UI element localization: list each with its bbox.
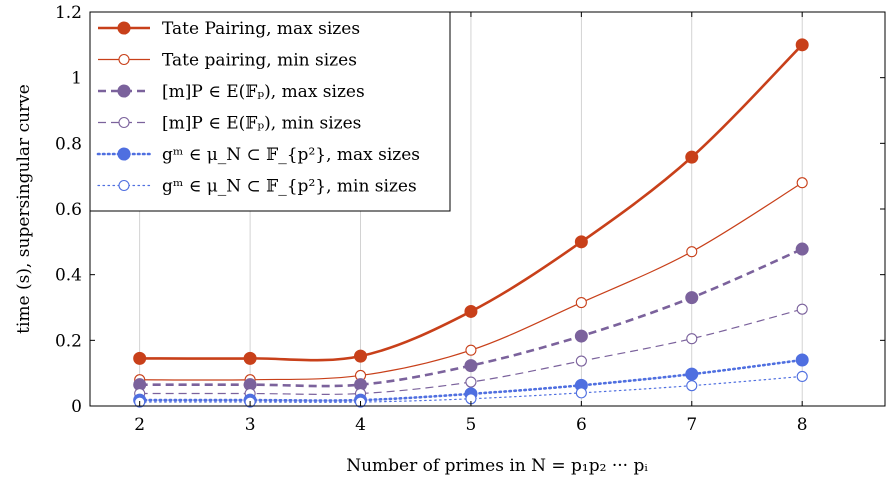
- data-point: [243, 351, 257, 365]
- legend-label: [m]P ∈ E(𝔽ₚ), max sizes: [162, 82, 365, 102]
- legend-marker: [117, 147, 131, 161]
- data-point: [464, 359, 478, 373]
- y-axis-label: time (s), supersingular curve: [14, 84, 34, 334]
- data-point: [133, 351, 147, 365]
- y-tick-label: 1: [71, 69, 82, 89]
- legend-label: Tate Pairing, max sizes: [162, 19, 360, 39]
- legend-marker: [118, 116, 130, 129]
- legend-label: Tate pairing, min sizes: [162, 51, 357, 71]
- legend-entry: [m]P ∈ E(𝔽ₚ), max sizes: [98, 82, 365, 102]
- data-point: [575, 355, 587, 367]
- data-point: [685, 150, 699, 164]
- data-point: [795, 353, 809, 367]
- data-point: [575, 387, 587, 399]
- data-point: [465, 376, 477, 388]
- legend-marker: [118, 53, 130, 66]
- series-3: [133, 242, 809, 392]
- data-point: [685, 367, 699, 381]
- x-tick-label: 7: [686, 415, 697, 435]
- x-tick-label: 2: [134, 415, 145, 435]
- data-point: [574, 329, 588, 343]
- x-axis-label: Number of primes in N = p₁p₂ ··· pᵢ: [346, 456, 648, 476]
- x-tick-label: 3: [245, 415, 256, 435]
- y-tick-label: 1.2: [55, 3, 82, 23]
- series-1: [133, 38, 809, 365]
- legend-label: gᵐ ∈ μ_N ⊂ 𝔽_{p²}, max sizes: [162, 145, 420, 165]
- data-point: [575, 297, 587, 309]
- legend-marker: [118, 179, 130, 192]
- x-tick-label: 5: [466, 415, 477, 435]
- x-tick-label: 6: [576, 415, 587, 435]
- y-tick-label: 0.4: [55, 266, 82, 286]
- legend-entry: gᵐ ∈ μ_N ⊂ 𝔽_{p²}, min sizes: [97, 177, 417, 197]
- data-point: [685, 291, 699, 305]
- data-point: [795, 242, 809, 256]
- data-point: [354, 349, 368, 363]
- data-point: [686, 246, 698, 258]
- data-point: [464, 304, 478, 318]
- data-point: [686, 333, 698, 345]
- data-point: [465, 344, 477, 356]
- legend-box: [89, 11, 451, 212]
- y-tick-label: 0.6: [55, 200, 82, 220]
- y-tick-label: 0.8: [55, 134, 82, 154]
- legend: Tate Pairing, max sizes Tate pairing, min…: [89, 11, 451, 212]
- legend-label: gᵐ ∈ μ_N ⊂ 𝔽_{p²}, min sizes: [162, 177, 417, 197]
- y-tick-label: 0.2: [55, 331, 82, 351]
- data-point: [795, 38, 809, 52]
- data-point: [796, 303, 808, 315]
- x-tick-label: 8: [797, 415, 808, 435]
- legend-entry: [m]P ∈ E(𝔽ₚ), min sizes: [98, 114, 361, 134]
- legend-label: [m]P ∈ E(𝔽ₚ), min sizes: [162, 114, 361, 134]
- legend-entry: Tate Pairing, max sizes: [98, 19, 360, 39]
- x-tick-label: 4: [355, 415, 366, 435]
- data-point: [686, 380, 698, 392]
- data-point: [796, 370, 808, 383]
- series-layer: [133, 38, 809, 408]
- legend-entry: gᵐ ∈ μ_N ⊂ 𝔽_{p²}, max sizes: [96, 145, 420, 165]
- legend-marker: [117, 21, 131, 35]
- data-point: [574, 235, 588, 249]
- legend-entry: Tate pairing, min sizes: [98, 51, 357, 71]
- data-point: [796, 177, 808, 189]
- ticks: 2 3 4 5 6 7 8 0 0.2 0.4 0.6 0.8 1 1.2: [55, 3, 885, 435]
- legend-marker: [117, 84, 131, 98]
- y-tick-label: 0: [71, 397, 82, 417]
